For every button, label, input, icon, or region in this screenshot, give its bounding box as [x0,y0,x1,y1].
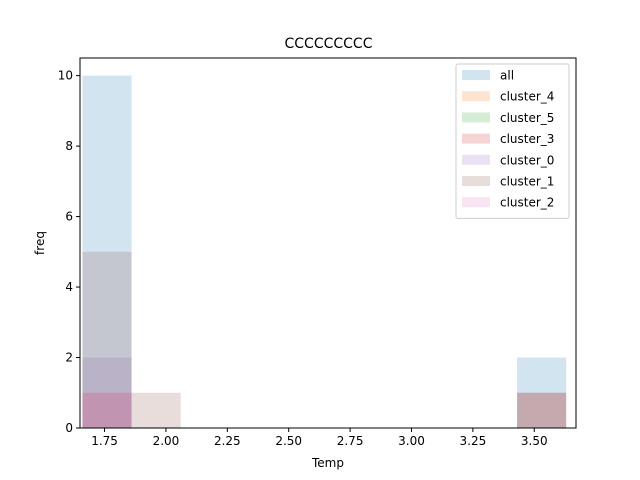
legend-swatch-cluster_3 [462,133,490,144]
x-tick-label: 1.75 [91,434,118,448]
x-tick-label: 2.25 [214,434,241,448]
bar-cluster_3-0 [82,392,132,428]
y-tick-label: 8 [65,139,73,153]
x-axis-label: Temp [311,456,344,470]
legend: all cluster_4 cluster_5 cluster_3 cluster_0c… [455,63,570,219]
legend-swatch-cluster_5 [462,112,490,123]
legend-swatch-cluster_2 [462,197,490,208]
legend-label-cluster_5: cluster_5 [500,111,554,125]
chart-title: CCCCCCCCC [285,36,373,52]
legend-swatch-cluster_0 [462,154,490,165]
bar-cluster_2-0 [82,392,132,428]
x-tick-label: 2.00 [153,434,180,448]
legend-label-cluster_2: cluster_2 [500,196,554,210]
legend-label-all: all [500,69,514,83]
legend-label-cluster_4: cluster_4 [500,90,554,104]
bar-cluster_0-0 [82,357,132,428]
bar-cluster_3-1 [517,392,567,428]
y-tick-label: 2 [65,351,73,365]
axes-frame [79,57,577,429]
legend-swatch-cluster_4 [462,91,490,102]
bar-cluster_1-1 [131,392,181,428]
y-tick-label: 4 [65,280,73,294]
legend-swatch-cluster_1 [462,176,490,186]
legend-swatch-all [462,70,490,80]
x-axis-ticks: 1.75 2.00 2.25 2.50 2.75 3.00 3.25 3.50 [91,428,548,448]
x-tick-label: 3.50 [521,434,548,448]
legend-box [455,63,570,219]
y-tick-label: 10 [58,69,73,83]
bar-cluster_1-0 [82,251,132,428]
x-tick-label: 2.50 [275,434,302,448]
y-tick-label: 0 [65,421,73,435]
x-tick-label: 2.75 [337,434,364,448]
bars-layer [82,75,567,428]
x-tick-label: 3.00 [398,434,425,448]
x-tick-label: 3.25 [460,434,487,448]
legend-label-cluster_0: cluster_0 [500,153,554,167]
bar-cluster_1-2 [517,392,567,428]
legend-label-cluster_3: cluster_3 [500,132,554,146]
bar-all-1 [517,357,567,428]
y-tick-label: 6 [65,210,73,224]
y-axis-ticks: 0 2 4 6 8 10 [58,69,80,435]
legend-label-cluster_1: cluster_1 [500,175,554,189]
y-axis-label: freq [33,231,47,255]
bar-all-0 [82,75,132,428]
